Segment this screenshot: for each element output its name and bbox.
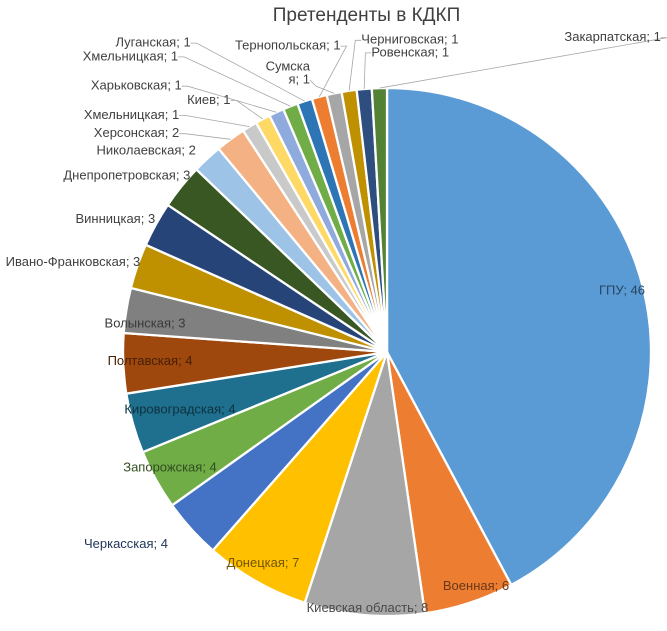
svg-text:Киевская область; 8: Киевская область; 8: [307, 600, 429, 615]
svg-text:Запорожская; 4: Запорожская; 4: [123, 459, 217, 474]
svg-text:ГПУ; 46: ГПУ; 46: [599, 283, 645, 298]
svg-text:Винницкая; 3: Винницкая; 3: [75, 211, 155, 226]
svg-text:Закарпатская; 1: Закарпатская; 1: [564, 29, 661, 44]
svg-text:Тернопольская; 1: Тернопольская; 1: [235, 38, 341, 53]
svg-text:Хмельницкая; 1: Хмельницкая; 1: [84, 107, 179, 122]
svg-text:Херсонская; 2: Херсонская; 2: [94, 125, 179, 140]
svg-text:Харьковская; 1: Харьковская; 1: [91, 78, 182, 93]
svg-text:Николаевская; 2: Николаевская; 2: [96, 143, 195, 158]
svg-text:я; 1: я; 1: [289, 72, 311, 87]
svg-text:Ивано-Франковская; 3: Ивано-Франковская; 3: [6, 254, 141, 269]
svg-text:Полтавская; 4: Полтавская; 4: [108, 353, 193, 368]
svg-text:Черкасская; 4: Черкасская; 4: [84, 536, 168, 551]
svg-text:Хмельницкая; 1: Хмельницкая; 1: [83, 48, 178, 63]
svg-text:Кировоградская; 4: Кировоградская; 4: [124, 402, 235, 417]
svg-text:Волынская; 3: Волынская; 3: [105, 315, 186, 330]
svg-text:Ровенская; 1: Ровенская; 1: [371, 44, 449, 59]
svg-text:Луганская; 1: Луганская; 1: [115, 35, 190, 50]
svg-text:Военная; 6: Военная; 6: [443, 578, 509, 593]
svg-text:Киев; 1: Киев; 1: [187, 92, 230, 107]
svg-text:Донецкая; 7: Донецкая; 7: [227, 555, 300, 570]
svg-text:Днепропетровская; 3: Днепропетровская; 3: [63, 168, 190, 183]
